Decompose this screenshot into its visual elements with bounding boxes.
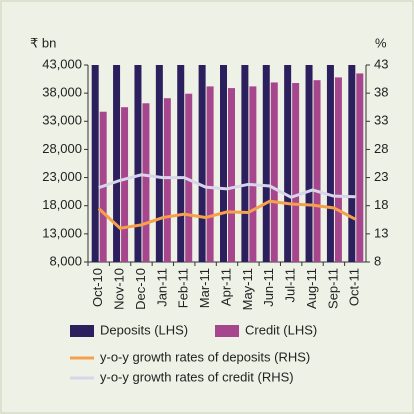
bar bbox=[206, 86, 214, 262]
x-tick-label: Aug-11 bbox=[304, 268, 319, 309]
x-tick-label: May-11 bbox=[240, 268, 255, 310]
y-tick-label: 18,000 bbox=[42, 197, 82, 212]
y2-tick-label: 43 bbox=[374, 56, 388, 71]
legend-label: y-o-y growth rates of deposits (RHS) bbox=[100, 349, 310, 364]
bar bbox=[305, 65, 313, 262]
x-tick-label: Oct-10 bbox=[90, 268, 105, 307]
bar bbox=[241, 65, 249, 262]
bar bbox=[121, 107, 129, 262]
line bbox=[97, 199, 357, 230]
y2-tick-label: 18 bbox=[374, 197, 388, 212]
line bbox=[98, 173, 356, 199]
bar bbox=[91, 65, 99, 262]
bar bbox=[334, 77, 342, 262]
bar bbox=[270, 82, 278, 262]
y-tick-label: 28,000 bbox=[42, 141, 82, 156]
legend-label: y-o-y growth rates of credit (RHS) bbox=[100, 369, 294, 384]
y2-tick-label: 13 bbox=[374, 225, 388, 240]
bar bbox=[249, 86, 257, 262]
bar bbox=[142, 103, 150, 262]
bar bbox=[284, 65, 292, 262]
y2-tick-label: 8 bbox=[374, 253, 381, 268]
y2-tick-label: 28 bbox=[374, 141, 388, 156]
x-tick-label: Apr-11 bbox=[218, 268, 233, 306]
y-tick-label: 23,000 bbox=[42, 169, 82, 184]
bar bbox=[326, 65, 334, 262]
bar bbox=[292, 83, 300, 262]
y2-axis-label: % bbox=[375, 35, 387, 50]
bar bbox=[155, 65, 163, 262]
x-tick-label: Feb-11 bbox=[176, 268, 191, 308]
x-tick-label: Nov-10 bbox=[112, 268, 127, 310]
x-tick-label: Dec-10 bbox=[133, 268, 148, 310]
x-tick-label: Oct-11 bbox=[347, 268, 362, 306]
y-tick-label: 43,000 bbox=[42, 56, 82, 71]
bar bbox=[228, 88, 235, 262]
bar bbox=[163, 98, 171, 262]
bar bbox=[313, 80, 321, 262]
y-tick-label: 13,000 bbox=[42, 225, 82, 240]
bar bbox=[177, 65, 185, 262]
x-tick-label: Sep-11 bbox=[325, 268, 340, 309]
bar bbox=[198, 65, 206, 262]
bar bbox=[220, 65, 227, 262]
y2-tick-label: 38 bbox=[374, 85, 388, 100]
x-tick-label: Jan-11 bbox=[154, 268, 169, 307]
bar bbox=[113, 65, 121, 262]
legend-label: Credit (LHS) bbox=[245, 322, 317, 337]
x-tick-label: Mar-11 bbox=[197, 268, 212, 308]
bar bbox=[262, 65, 270, 262]
x-tick-label: Jun-11 bbox=[261, 268, 276, 307]
bar bbox=[185, 93, 193, 262]
legend-label: Deposits (LHS) bbox=[100, 322, 188, 337]
y-tick-label: 8,000 bbox=[49, 253, 82, 268]
bar bbox=[356, 73, 364, 262]
y-tick-label: 38,000 bbox=[42, 85, 82, 100]
x-tick-label: Jul-11 bbox=[283, 268, 298, 302]
legend-swatch bbox=[215, 325, 239, 337]
y-tick-label: 33,000 bbox=[42, 113, 82, 128]
y2-tick-label: 33 bbox=[374, 113, 388, 128]
y-axis-label: ₹ bn bbox=[30, 35, 56, 50]
legend-swatch bbox=[70, 325, 94, 337]
bar bbox=[134, 65, 142, 262]
y2-tick-label: 23 bbox=[374, 169, 388, 184]
bar bbox=[348, 65, 356, 262]
